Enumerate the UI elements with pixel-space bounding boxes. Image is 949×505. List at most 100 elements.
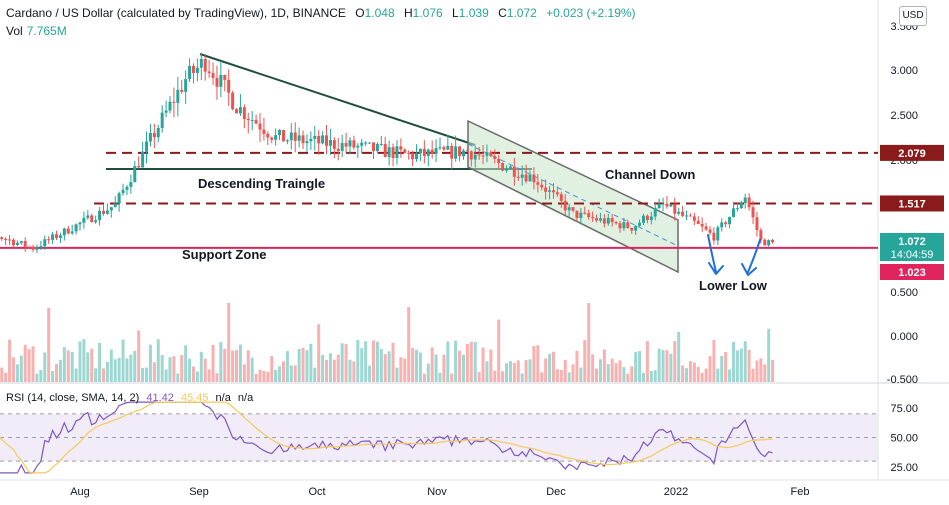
volume-bar — [27, 349, 31, 382]
candle-body — [481, 155, 485, 157]
change-value: +0.023 (+2.19%) — [546, 6, 636, 20]
volume-bar — [724, 351, 728, 382]
time-axis-tick: Oct — [308, 486, 325, 498]
candle-body — [184, 79, 188, 92]
volume-bar — [352, 361, 356, 382]
symbol-title[interactable]: Cardano / US Dollar (calculated by Tradi… — [6, 6, 346, 20]
candle-body — [743, 197, 747, 204]
volume-bar — [109, 349, 113, 382]
volume-bar — [567, 372, 571, 382]
volume-bar — [532, 345, 536, 382]
candle-body — [591, 216, 595, 219]
volume-bar — [199, 351, 203, 382]
candle-body — [602, 218, 606, 224]
rsi-label[interactable]: RSI (14, close, SMA, 14, 2) — [6, 392, 140, 404]
candle-body — [94, 220, 98, 223]
volume-bar — [145, 367, 149, 382]
candle-body — [544, 187, 548, 192]
volume-bar — [227, 302, 231, 382]
volume-bar — [301, 347, 305, 382]
volume-bar — [536, 345, 540, 382]
volume-bar — [274, 369, 278, 382]
price-axis-tick: -0.500 — [887, 374, 918, 386]
candle-body — [450, 145, 454, 159]
candle-body — [724, 222, 728, 225]
volume-bar — [62, 347, 66, 382]
price-label-support: 1.023 — [898, 267, 926, 279]
down-arrow-icon — [707, 234, 724, 275]
price-axis-tick: 0.500 — [890, 287, 918, 299]
candle-body — [688, 215, 692, 217]
candle-body — [31, 246, 35, 250]
candle-body — [375, 144, 379, 152]
volume-bar — [508, 361, 512, 382]
candle-body — [461, 150, 465, 157]
candle-body — [336, 148, 340, 151]
rsi-ma-value: 45.45 — [180, 392, 209, 404]
volume-bar — [70, 351, 74, 382]
candle-body — [532, 174, 536, 183]
candle-body — [148, 132, 152, 142]
rsi-axis-tick: 25.00 — [890, 462, 918, 474]
high-label: H — [403, 6, 413, 20]
annotation-support: Support Zone — [182, 247, 267, 262]
candle-body — [493, 156, 497, 159]
candle-body — [407, 152, 411, 154]
candle-body — [86, 215, 90, 218]
candle-body — [403, 149, 407, 153]
volume-bar — [141, 368, 145, 382]
volume-bar — [583, 340, 587, 382]
volume-bar — [430, 347, 434, 382]
volume-bar — [285, 351, 289, 382]
chart-header: Cardano / US Dollar (calculated by Tradi… — [6, 6, 636, 20]
volume-bar — [164, 369, 168, 382]
volume-bar — [340, 343, 344, 382]
volume-bar — [512, 362, 516, 382]
volume-bar — [19, 355, 23, 382]
volume-bar — [383, 354, 387, 382]
candle-body — [113, 203, 117, 208]
candle-body — [720, 222, 724, 228]
volume-bar — [15, 364, 19, 382]
volume-bar — [575, 350, 579, 382]
candle-body — [207, 71, 211, 74]
volume-bar — [677, 331, 681, 382]
volume-bar — [219, 342, 223, 382]
volume-bar — [505, 363, 509, 382]
volume-bar — [125, 358, 129, 382]
triangle-upper-line — [199, 53, 476, 146]
candle-body — [563, 200, 567, 211]
candle-body — [638, 222, 642, 226]
candle-body — [391, 147, 395, 159]
volume-bar — [618, 360, 622, 382]
candle-body — [321, 135, 325, 144]
volume-bar — [8, 339, 12, 382]
candle-body — [238, 107, 242, 114]
volume-bar — [708, 356, 712, 382]
candle-body — [266, 133, 270, 138]
volume-bar — [645, 341, 649, 382]
rsi-na-2: n/a — [237, 392, 254, 404]
candle-body — [199, 58, 203, 68]
currency-button[interactable]: USD — [899, 6, 927, 26]
open-label: O — [355, 6, 365, 20]
candle-body — [614, 222, 618, 224]
candle-body — [728, 216, 732, 225]
candle-body — [117, 193, 121, 204]
volume-bar — [152, 362, 156, 382]
candle-body — [78, 222, 82, 225]
volume-bar — [74, 368, 78, 382]
volume-bar — [66, 350, 70, 382]
candle-body — [415, 153, 419, 160]
candle-body — [595, 218, 599, 221]
rsi-line — [0, 401, 773, 474]
candle-body — [70, 231, 74, 234]
candle-body — [47, 239, 51, 241]
volume-bar — [481, 347, 485, 382]
candle-body — [418, 148, 422, 154]
candle-body — [454, 146, 458, 159]
volume-bar — [501, 371, 505, 382]
volume-bar — [454, 340, 458, 382]
candle-body — [352, 140, 356, 148]
